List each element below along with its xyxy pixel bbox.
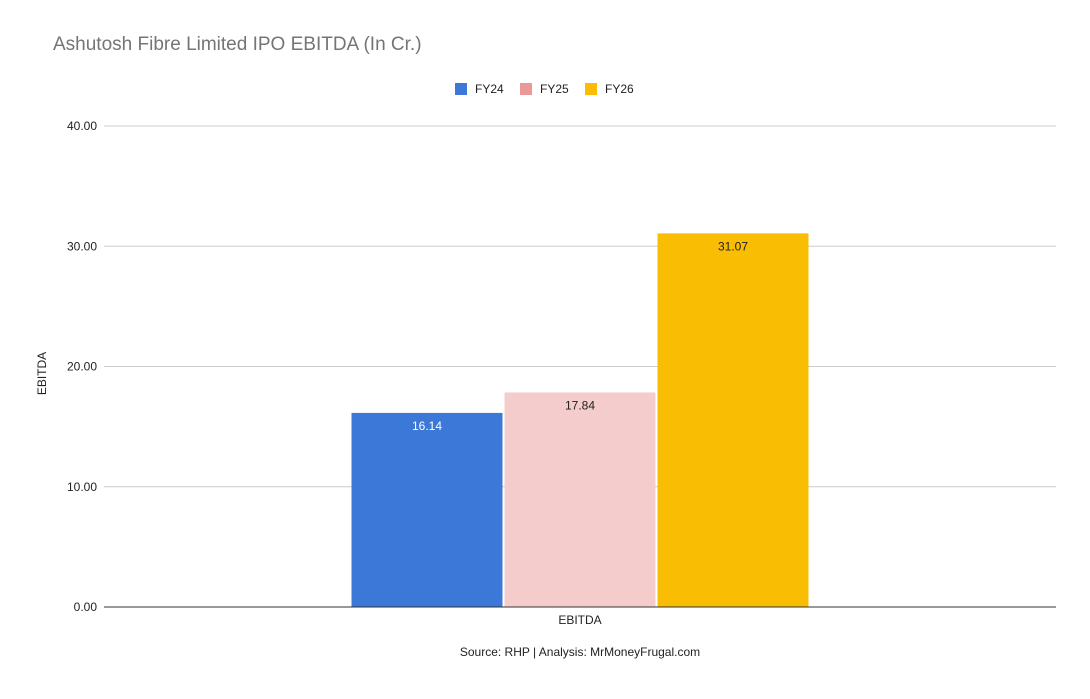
bar-labels: 16.14 17.84 31.07 (412, 239, 748, 433)
y-tick-label: 20.00 (67, 360, 97, 374)
legend-label-fy25: FY25 (540, 82, 569, 96)
legend-label-fy26: FY26 (605, 82, 634, 96)
data-label-fy24: 16.14 (412, 419, 442, 433)
bar-fy26 (657, 233, 809, 608)
data-label-fy26: 31.07 (718, 239, 748, 253)
y-tick-label: 10.00 (67, 480, 97, 494)
x-category-label: EBITDA (558, 613, 601, 627)
y-axis-label: EBITDA (35, 352, 49, 395)
legend-swatch-fy25 (520, 83, 532, 95)
legend-swatch-fy24 (455, 83, 467, 95)
data-label-fy25: 17.84 (565, 398, 595, 412)
bars (351, 233, 809, 608)
bar-fy25 (504, 392, 656, 607)
y-tick-label: 30.00 (67, 239, 97, 253)
legend-swatch-fy26 (585, 83, 597, 95)
y-tick-label: 40.00 (67, 119, 97, 133)
source-footnote: Source: RHP | Analysis: MrMoneyFrugal.co… (460, 645, 700, 659)
bar-fy24 (351, 412, 503, 607)
y-tick-label: 0.00 (74, 600, 98, 614)
legend-label-fy24: FY24 (475, 82, 504, 96)
y-axis-ticks: 0.00 10.00 20.00 30.00 40.00 (67, 119, 97, 614)
chart-title: Ashutosh Fibre Limited IPO EBITDA (In Cr… (53, 34, 422, 55)
legend: FY24 FY25 FY26 (455, 82, 634, 96)
